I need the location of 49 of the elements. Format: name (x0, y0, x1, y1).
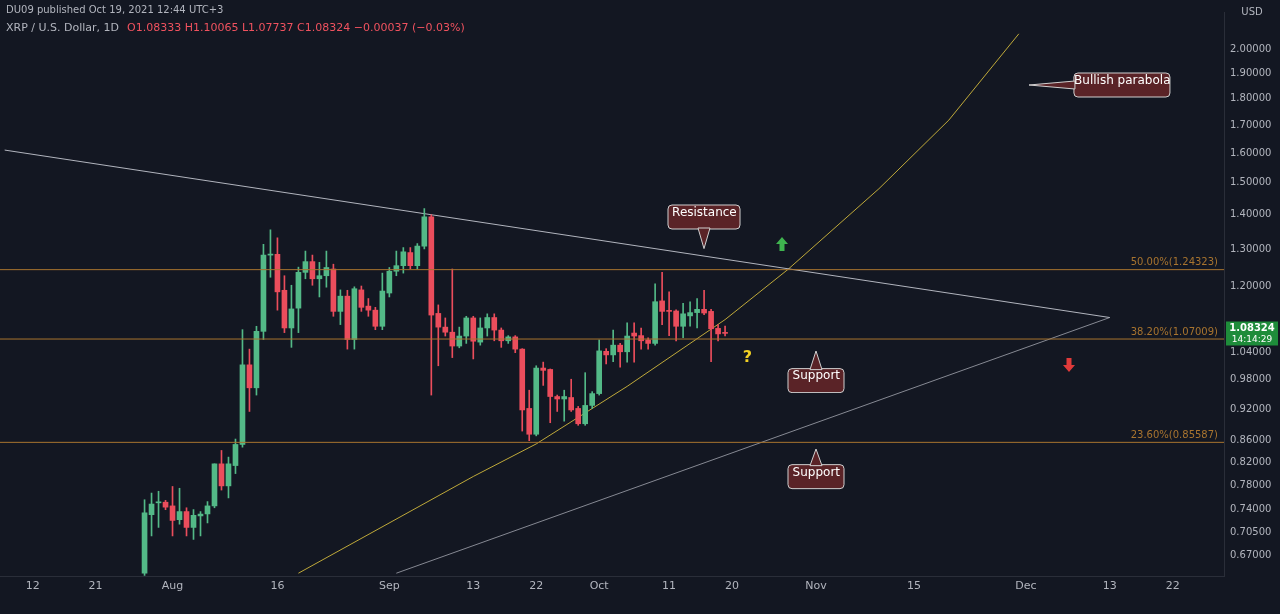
x-tick-label: 22 (1165, 579, 1180, 593)
annotation: Resistance (668, 205, 741, 230)
x-tick-label: 22 (529, 579, 544, 593)
x-tick-label: 11 (662, 579, 677, 593)
y-tick-label: 0.82000 (1230, 455, 1272, 467)
y-tick-label: 0.92000 (1230, 402, 1272, 414)
candlestick (561, 389, 568, 422)
text: XRP / U.S. Dollar, 1D (6, 20, 120, 34)
y-tick-label: 0.67000 (1230, 549, 1272, 561)
y-tick-label: 2.00000 (1230, 43, 1272, 55)
x-tick-label: Sep (378, 579, 400, 593)
annotation: Support (788, 368, 845, 393)
y-tick-label: 1.30000 (1230, 242, 1272, 254)
y-tick-label: 1.04000 (1230, 345, 1272, 357)
candlestick (603, 348, 609, 365)
x-tick-label: Oct (589, 579, 610, 593)
y-tick-label: 0.70500 (1230, 525, 1272, 537)
y-tick-label: 1.60000 (1230, 146, 1272, 158)
annotation: DU09 published Oct 19, 2021 12:44 UTC+3 (6, 3, 224, 15)
y-tick-label: 0.74000 (1230, 503, 1272, 515)
y-tick-label: 1.80000 (1230, 92, 1272, 104)
x-tick-label: 15 (906, 579, 921, 593)
y-tick-label: 1.20000 (1230, 279, 1272, 291)
y-axis-title: USD (1241, 5, 1263, 17)
y-tick-label: 1.40000 (1230, 208, 1272, 220)
annotation: Support (788, 465, 845, 490)
y-tick-label: 1.70000 (1230, 118, 1272, 130)
x-tick-label: 16 (270, 579, 285, 593)
x-tick-label: 20 (725, 579, 740, 593)
x-tick-label: 13 (466, 579, 481, 593)
y-tick-label: 0.86000 (1230, 433, 1272, 445)
annotation: Bullish parabola (1074, 73, 1171, 98)
x-tick-label: 21 (88, 579, 103, 593)
x-tick-label: Nov (805, 579, 828, 593)
ref-line-label: 23.60%(0.85587) (1130, 428, 1219, 440)
x-tick-label: 12 (25, 579, 40, 593)
ref-line-label: 38.20%(1.07009) (1130, 325, 1219, 337)
x-tick-label: Aug (161, 579, 184, 593)
text: O1.08333 H1.10065 L1.07737 C1.08324 −0.00037 (−0.03%) (127, 20, 465, 34)
x-tick-label: 13 (1102, 579, 1117, 593)
text: 14:14:29 (1231, 333, 1273, 344)
y-tick-label: 1.90000 (1230, 67, 1272, 79)
y-tick-label: 0.98000 (1230, 373, 1272, 385)
text: 1.08324 (1229, 321, 1275, 333)
ref-line-label: 50.00%(1.24323) (1130, 256, 1219, 268)
x-tick-label: Dec (1015, 579, 1037, 593)
y-tick-label: 1.50000 (1230, 176, 1272, 188)
y-tick-label: 0.78000 (1230, 478, 1272, 490)
annotation: ? (741, 346, 753, 367)
